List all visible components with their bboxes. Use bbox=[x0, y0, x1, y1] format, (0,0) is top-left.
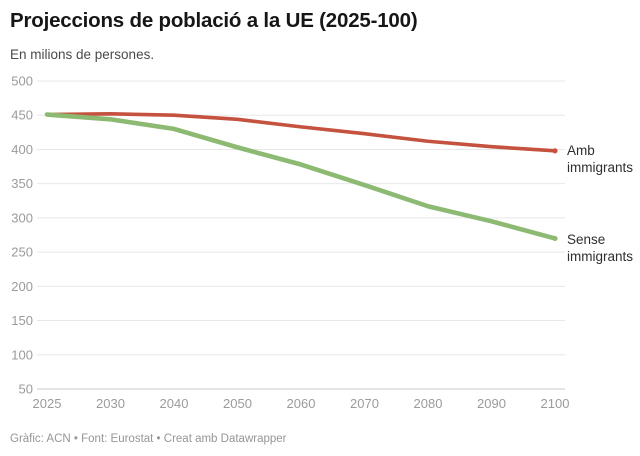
series-endpoint-amb-immigrants bbox=[552, 148, 558, 154]
x-axis-tick-label: 2030 bbox=[96, 396, 125, 411]
x-axis-tick-label: 2040 bbox=[160, 396, 189, 411]
series-endpoint-sense-immigrants bbox=[552, 235, 558, 242]
series-line-sense-immigrants[interactable] bbox=[44, 112, 558, 241]
y-axis-tick-label: 450 bbox=[11, 108, 33, 123]
x-axis-tick-label: 2100 bbox=[541, 396, 570, 411]
y-axis-tick-label: 500 bbox=[11, 74, 33, 89]
x-axis-tick-label: 2060 bbox=[287, 396, 316, 411]
y-axis-tick-label: 150 bbox=[11, 313, 33, 328]
x-axis-tick-label: 2050 bbox=[223, 396, 252, 411]
y-axis-tick-label: 200 bbox=[11, 279, 33, 294]
y-axis-tick-label: 400 bbox=[11, 142, 33, 157]
y-axis-tick-label: 50 bbox=[19, 382, 33, 397]
y-axis-tick-label: 250 bbox=[11, 245, 33, 260]
x-axis-tick-label: 2025 bbox=[33, 396, 62, 411]
chart-subtitle: En milions de persones. bbox=[10, 47, 155, 62]
series-label-sense-immigrants: Sense immigrants bbox=[567, 232, 634, 264]
y-axis-tick-label: 300 bbox=[11, 210, 33, 225]
chart-title: Projeccions de població a la UE (2025-10… bbox=[10, 9, 418, 32]
series-label-amb-immigrants: Amb immigrants bbox=[567, 143, 634, 175]
series-line-amb-immigrants[interactable] bbox=[45, 112, 557, 153]
chart-credit-footer: Gràfic: ACN • Font: Eurostat • Creat amb… bbox=[10, 433, 287, 445]
y-axis-tick-label: 100 bbox=[11, 347, 33, 362]
y-axis-tick-label: 350 bbox=[11, 176, 33, 191]
x-axis-tick-label: 2090 bbox=[477, 396, 506, 411]
x-axis-tick-label: 2080 bbox=[414, 396, 443, 411]
x-axis-tick-label: 2070 bbox=[350, 396, 379, 411]
